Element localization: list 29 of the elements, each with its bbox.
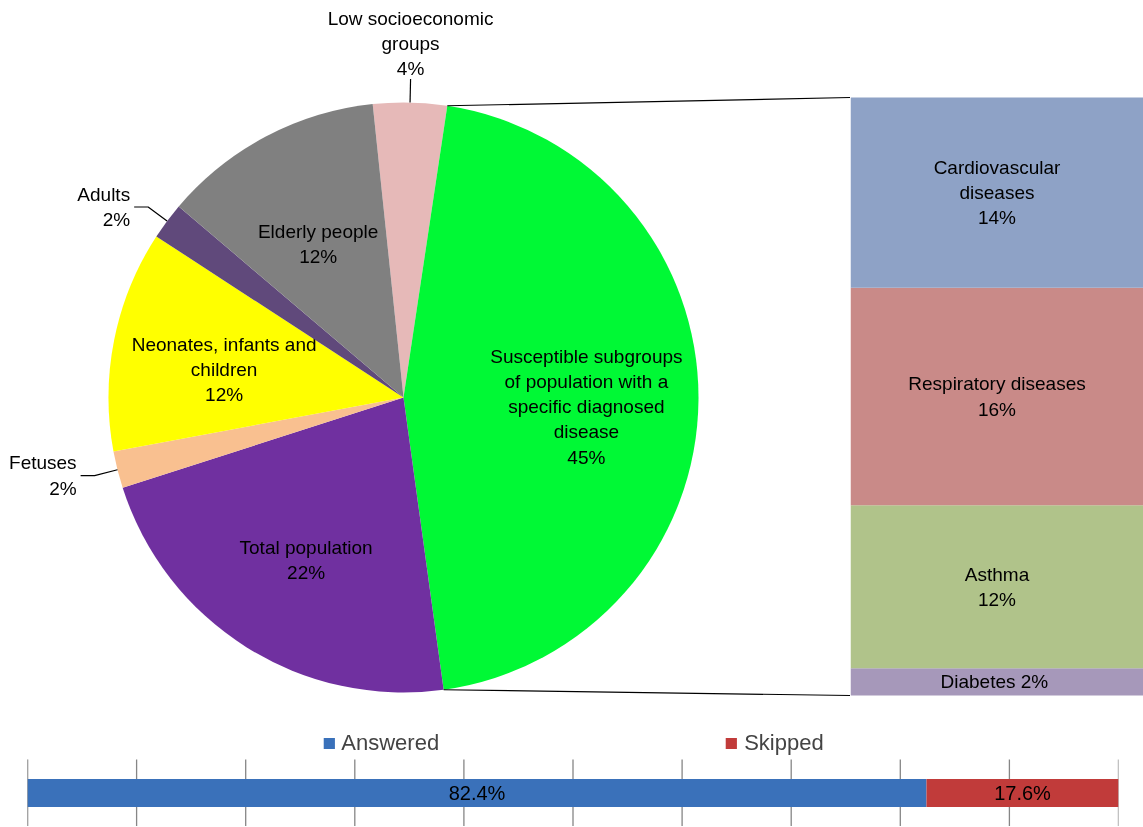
legend-label: Skipped bbox=[744, 730, 824, 756]
data-label: 2% bbox=[102, 209, 131, 231]
data-label: 16% bbox=[977, 398, 1017, 420]
bar bbox=[850, 505, 1143, 669]
series-label: Asthma bbox=[964, 563, 1030, 585]
slice-label: Elderly people bbox=[257, 220, 379, 242]
bar bbox=[850, 668, 1143, 696]
data-label: 45% bbox=[567, 446, 606, 468]
data-label: 82.4% bbox=[448, 782, 506, 804]
data-label: 14% bbox=[977, 207, 1017, 229]
data-label: 12% bbox=[977, 588, 1017, 610]
slice-label: Total population bbox=[239, 537, 373, 559]
data-label: 12% bbox=[299, 245, 338, 267]
slice-label: Susceptible subgroups of population with a specific diagnosed disease bbox=[490, 345, 683, 443]
slice-label: Neonates, infants and children bbox=[131, 334, 317, 381]
slice-label: Adults bbox=[77, 183, 131, 205]
slice-label: Fetuses bbox=[9, 452, 77, 474]
series-label: Respiratory diseases bbox=[908, 373, 1086, 395]
legend-label: Answered bbox=[341, 730, 440, 756]
text: Diabetes 2% bbox=[940, 671, 1049, 693]
data-label: 22% bbox=[287, 562, 326, 584]
series-label: Cardiovascular diseases bbox=[933, 156, 1062, 204]
data-label: 17.6% bbox=[994, 782, 1052, 804]
slice-label: Low socioeconomic groups bbox=[327, 7, 494, 54]
bar bbox=[850, 287, 1143, 506]
data-label: 4% bbox=[396, 57, 425, 79]
data-label: 12% bbox=[205, 384, 244, 406]
bar bbox=[850, 97, 1143, 288]
data-label: 2% bbox=[49, 477, 77, 499]
